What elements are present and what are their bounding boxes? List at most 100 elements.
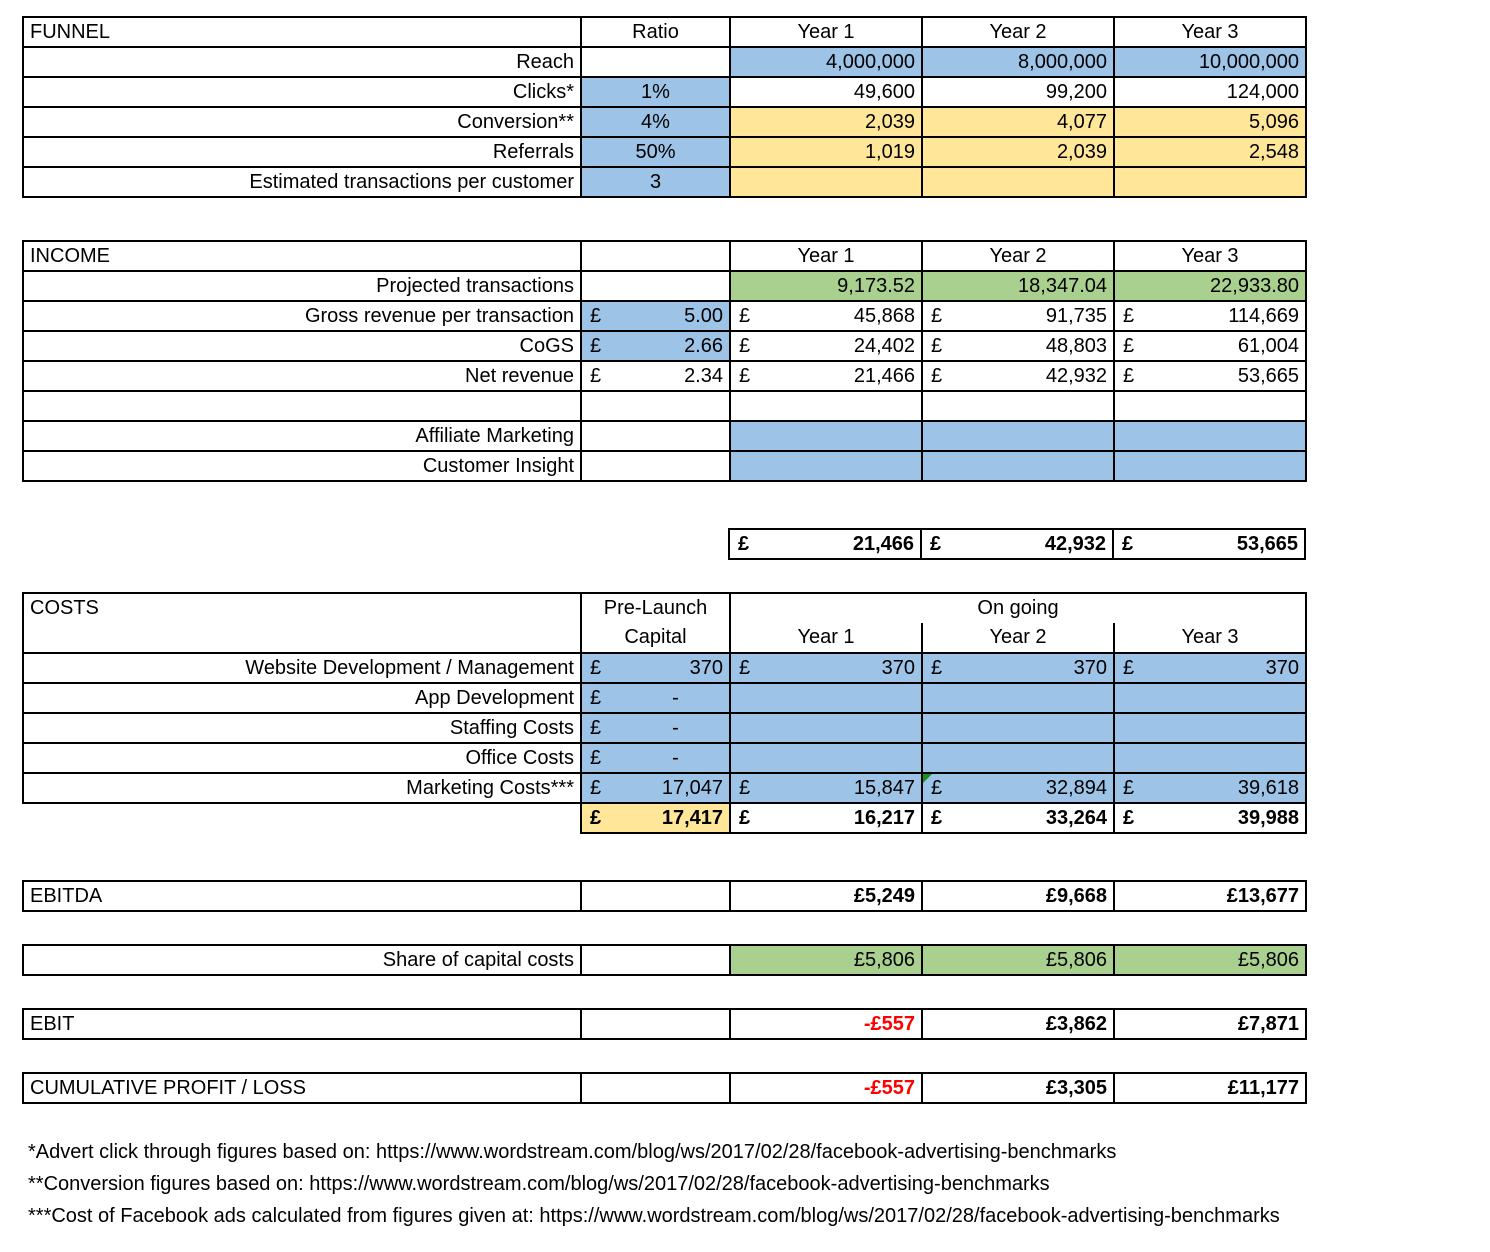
money-cell[interactable]: £ - [580, 742, 731, 774]
row-label[interactable]: Conversion** [22, 106, 582, 138]
value-cell[interactable] [1113, 450, 1307, 482]
empty-cell[interactable] [580, 1072, 731, 1104]
row-label[interactable]: EBIT [22, 1008, 582, 1040]
value-cell[interactable] [1113, 166, 1307, 198]
value-cell[interactable]: 4,077 [921, 106, 1115, 138]
row-label[interactable]: App Development [22, 682, 582, 714]
row-label[interactable]: Net revenue [22, 360, 582, 392]
money-cell[interactable]: £16,217 [729, 802, 923, 834]
row-label[interactable]: Estimated transactions per customer [22, 166, 582, 198]
value-cell[interactable]: -£557 [729, 1008, 923, 1040]
value-cell[interactable] [921, 742, 1115, 774]
money-cell[interactable]: £370 [921, 652, 1115, 684]
value-cell[interactable] [921, 450, 1115, 482]
year-1-header[interactable]: Year 1 [729, 240, 923, 272]
year-3-header[interactable]: Year 3 [1113, 240, 1307, 272]
money-cell[interactable]: £21,466 [728, 528, 922, 560]
year-2-header[interactable]: Year 2 [921, 240, 1115, 272]
value-cell[interactable]: 9,173.52 [729, 270, 923, 302]
money-cell[interactable]: £32,894 [921, 772, 1115, 804]
value-cell[interactable]: £5,806 [921, 944, 1115, 976]
value-cell[interactable] [729, 166, 923, 198]
value-cell[interactable]: 2,548 [1113, 136, 1307, 168]
money-cell[interactable]: £ - [580, 712, 731, 744]
row-label[interactable]: Marketing Costs*** [22, 772, 582, 804]
row-label[interactable]: CUMULATIVE PROFIT / LOSS [22, 1072, 582, 1104]
year-1-header[interactable]: Year 1 [729, 16, 923, 48]
row-label[interactable]: Projected transactions [22, 270, 582, 302]
prelaunch-header[interactable]: Pre-Launch [580, 592, 731, 623]
money-cell[interactable]: £39,618 [1113, 772, 1307, 804]
ratio-header[interactable]: Ratio [580, 16, 731, 48]
year-2-header[interactable]: Year 2 [921, 16, 1115, 48]
empty-cell[interactable] [580, 270, 731, 302]
row-label[interactable]: Share of capital costs [22, 944, 582, 976]
funnel-title[interactable]: FUNNEL [22, 16, 582, 48]
money-cell[interactable]: £370 [729, 652, 923, 684]
value-cell[interactable] [729, 742, 923, 774]
value-cell[interactable] [1113, 420, 1307, 452]
empty-cell[interactable] [580, 1008, 731, 1040]
empty-cell[interactable] [580, 240, 731, 272]
value-cell[interactable] [729, 712, 923, 744]
row-label[interactable]: Gross revenue per transaction [22, 300, 582, 332]
empty-cell[interactable] [22, 390, 582, 422]
empty-cell[interactable] [729, 390, 923, 422]
costs-title[interactable]: COSTS [22, 592, 582, 623]
ratio-cell[interactable] [580, 46, 731, 78]
value-cell[interactable] [1113, 742, 1307, 774]
value-cell[interactable]: 2,039 [729, 106, 923, 138]
value-cell[interactable] [729, 682, 923, 714]
row-label[interactable]: Reach [22, 46, 582, 78]
row-label[interactable]: EBITDA [22, 880, 582, 912]
ratio-cell[interactable]: 1% [580, 76, 731, 108]
row-label[interactable]: Staffing Costs [22, 712, 582, 744]
row-label[interactable]: Office Costs [22, 742, 582, 774]
money-cell[interactable]: £370 [1113, 652, 1307, 684]
money-cell[interactable]: £53,665 [1113, 360, 1307, 392]
value-cell[interactable]: 1,019 [729, 136, 923, 168]
row-label[interactable]: CoGS [22, 330, 582, 362]
money-cell[interactable]: £114,669 [1113, 300, 1307, 332]
capital-header[interactable]: Capital [580, 623, 731, 654]
value-cell[interactable]: 10,000,000 [1113, 46, 1307, 78]
ratio-cell[interactable]: 4% [580, 106, 731, 138]
value-cell[interactable]: £3,305 [921, 1072, 1115, 1104]
value-cell[interactable]: 2,039 [921, 136, 1115, 168]
value-cell[interactable] [1113, 682, 1307, 714]
value-cell[interactable]: 18,347.04 [921, 270, 1115, 302]
money-cell[interactable]: £39,988 [1113, 802, 1307, 834]
ongoing-header[interactable]: On going [729, 592, 1307, 623]
row-label[interactable]: Affiliate Marketing [22, 420, 582, 452]
money-cell[interactable]: £2.66 [580, 330, 731, 362]
value-cell[interactable] [921, 712, 1115, 744]
value-cell[interactable] [729, 450, 923, 482]
ratio-cell[interactable]: 3 [580, 166, 731, 198]
money-cell[interactable]: £45,868 [729, 300, 923, 332]
row-label[interactable]: Customer Insight [22, 450, 582, 482]
money-cell[interactable]: £53,665 [1112, 528, 1306, 560]
row-label[interactable]: Website Development / Management [22, 652, 582, 684]
value-cell[interactable]: 8,000,000 [921, 46, 1115, 78]
empty-cell[interactable] [580, 390, 731, 422]
value-cell[interactable] [729, 420, 923, 452]
value-cell[interactable]: 4,000,000 [729, 46, 923, 78]
money-cell[interactable]: £61,004 [1113, 330, 1307, 362]
value-cell[interactable]: £11,177 [1113, 1072, 1307, 1104]
value-cell[interactable] [921, 420, 1115, 452]
year-3-header[interactable]: Year 3 [1113, 623, 1307, 654]
value-cell[interactable]: £3,862 [921, 1008, 1115, 1040]
empty-cell[interactable] [580, 880, 731, 912]
ratio-cell[interactable]: 50% [580, 136, 731, 168]
money-cell[interactable]: £33,264 [921, 802, 1115, 834]
empty-cell[interactable] [580, 420, 731, 452]
row-label[interactable]: Clicks* [22, 76, 582, 108]
year-2-header[interactable]: Year 2 [921, 623, 1115, 654]
money-cell[interactable]: £ - [580, 682, 731, 714]
value-cell[interactable]: £5,249 [729, 880, 923, 912]
money-cell[interactable]: £370 [580, 652, 731, 684]
value-cell[interactable]: 5,096 [1113, 106, 1307, 138]
money-cell[interactable]: £24,402 [729, 330, 923, 362]
empty-cell[interactable] [580, 450, 731, 482]
money-cell[interactable]: £5.00 [580, 300, 731, 332]
